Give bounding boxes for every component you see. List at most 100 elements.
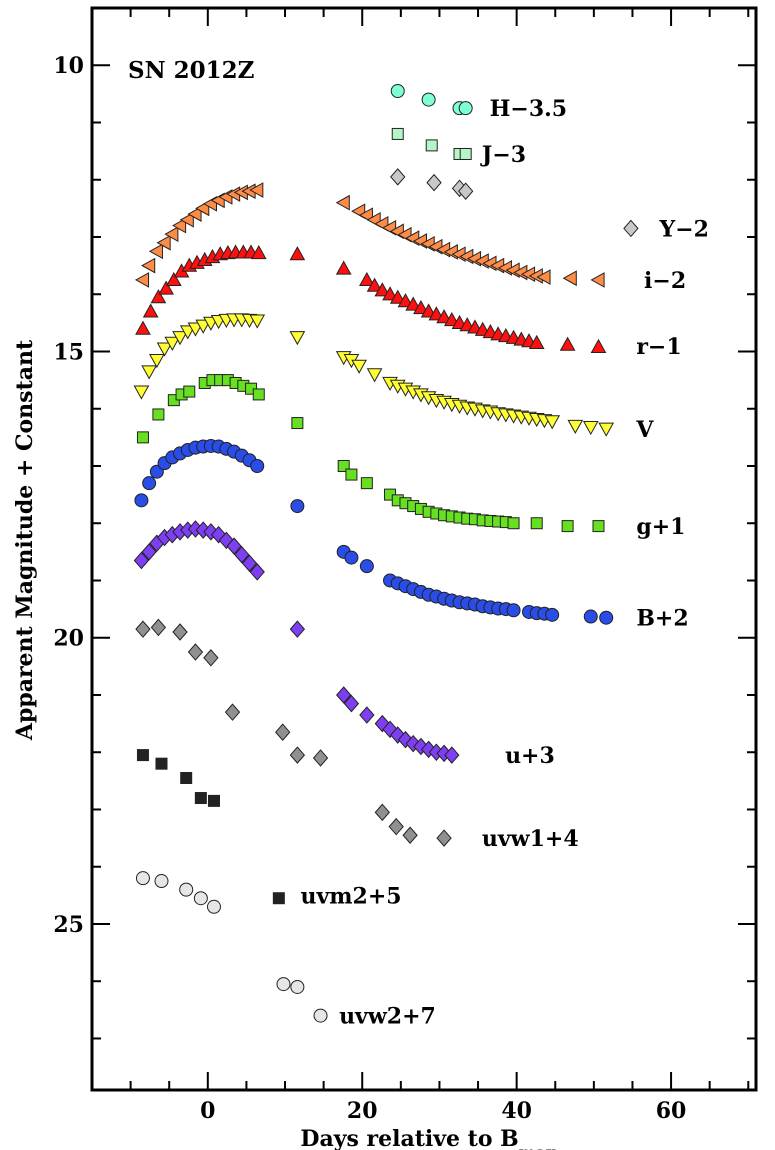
point-r-1 [359, 271, 375, 287]
point-uvm2-5 [136, 749, 149, 762]
point-r-1 [142, 303, 159, 318]
point-b-2 [142, 476, 157, 491]
point-v [164, 336, 181, 351]
point-uvw1-4 [275, 723, 291, 741]
point-r-1 [374, 282, 391, 297]
point-g-1 [152, 408, 165, 421]
point-r-1 [559, 336, 576, 351]
point-v [351, 359, 367, 374]
point-i-2 [187, 206, 202, 222]
axes-ticks: 0 20 40 60 10 15 20 25 [53, 8, 756, 1124]
point-u-3 [133, 551, 150, 570]
chart-title: SN 2012Z [128, 57, 254, 84]
series-label-uvm2-5: uvm2+5 [300, 883, 401, 909]
point-uvw1-4 [312, 749, 329, 767]
point-y-2 [390, 168, 406, 186]
point-v [582, 420, 599, 436]
point-g-1 [360, 477, 373, 490]
x-axis-label-subscript: max [519, 1143, 556, 1150]
point-uvw1-4 [289, 746, 306, 764]
point-j-3 [459, 147, 472, 160]
point-v [289, 331, 306, 346]
series-label-b-2: B+2 [636, 606, 688, 632]
x-tick-label: 40 [501, 1098, 532, 1124]
point-g-1 [561, 520, 574, 533]
point-g-1 [136, 431, 149, 444]
point-uvw2-7 [313, 1008, 328, 1023]
point-u-3 [226, 537, 242, 555]
point-r-1 [165, 271, 182, 287]
point-v [156, 342, 173, 357]
plot-frame [90, 6, 758, 1092]
point-r-1 [158, 280, 174, 295]
point-uvm2-5 [180, 771, 193, 784]
point-uvw1-4 [374, 803, 390, 822]
point-i-2 [335, 194, 350, 211]
point-b-2 [134, 493, 149, 508]
point-h-3-5 [390, 84, 405, 99]
point-r-1 [528, 334, 545, 350]
point-g-1 [252, 388, 265, 401]
y-tick-label: 20 [53, 626, 84, 652]
x-tick-label: 60 [656, 1098, 687, 1124]
x-axis-label: Days relative to Bmax [300, 1126, 556, 1150]
point-b-2 [290, 499, 305, 514]
point-h-3-5 [458, 101, 473, 116]
point-i-2 [179, 211, 194, 228]
point-i-2 [590, 272, 605, 288]
point-y-2 [426, 173, 442, 192]
point-g-1 [337, 459, 350, 472]
point-r-1 [289, 246, 306, 261]
series-label-v: V [635, 417, 654, 443]
x-tick-label: 20 [347, 1098, 378, 1124]
series-label-g-1: g+1 [636, 514, 685, 540]
series-label-i-2: i−2 [644, 268, 686, 294]
point-i-2 [156, 234, 171, 251]
y-axis-label: Apparent Magnitude + Constant [12, 339, 38, 741]
point-i-2 [134, 272, 150, 288]
data-points [133, 84, 639, 1023]
point-i-2 [148, 243, 163, 260]
point-uvw1-4 [436, 829, 452, 847]
point-u-3 [141, 543, 157, 561]
point-v [366, 368, 383, 383]
point-uvw1-4 [402, 826, 418, 845]
series-labels: H−3.5 J−3 Y−2 i−2 r−1 Vg+1 B+2 u+3 uvw1+4 uvm2+5 u… [300, 96, 708, 1029]
point-b-2 [359, 559, 374, 574]
point-r-1 [413, 299, 429, 315]
point-uvm2-5 [194, 792, 207, 805]
point-g-1 [291, 417, 304, 430]
point-u-3 [249, 563, 265, 581]
point-g-1 [592, 520, 605, 533]
point-v [567, 419, 584, 434]
point-uvw1-4 [150, 618, 167, 637]
point-uvw2-7 [206, 899, 221, 914]
series-label-h-3-5: H−3.5 [490, 96, 568, 122]
series-label-r-1: r−1 [636, 334, 681, 360]
point-u-3 [289, 620, 306, 638]
point-r-1 [590, 338, 607, 354]
point-r-1 [150, 289, 167, 304]
point-u-3 [241, 554, 258, 573]
point-g-1 [183, 385, 196, 398]
point-uvw1-4 [172, 623, 188, 641]
point-v [249, 314, 266, 329]
point-v [598, 422, 615, 437]
point-uvm2-5 [207, 794, 220, 807]
point-v [149, 353, 165, 369]
point-b-2 [545, 607, 560, 622]
y-tick-label: 15 [53, 339, 84, 365]
series-label-j-3: J−3 [480, 142, 526, 168]
point-i-2 [562, 270, 577, 287]
point-b-2 [599, 610, 614, 625]
point-u-3 [343, 694, 360, 713]
point-b-2 [506, 603, 521, 618]
point-v [141, 365, 157, 380]
point-i-2 [249, 182, 264, 198]
point-uvw2-7 [193, 891, 208, 906]
point-v [172, 331, 188, 346]
point-i-2 [171, 217, 187, 234]
point-i-2 [141, 257, 156, 274]
point-g-1 [507, 517, 520, 530]
